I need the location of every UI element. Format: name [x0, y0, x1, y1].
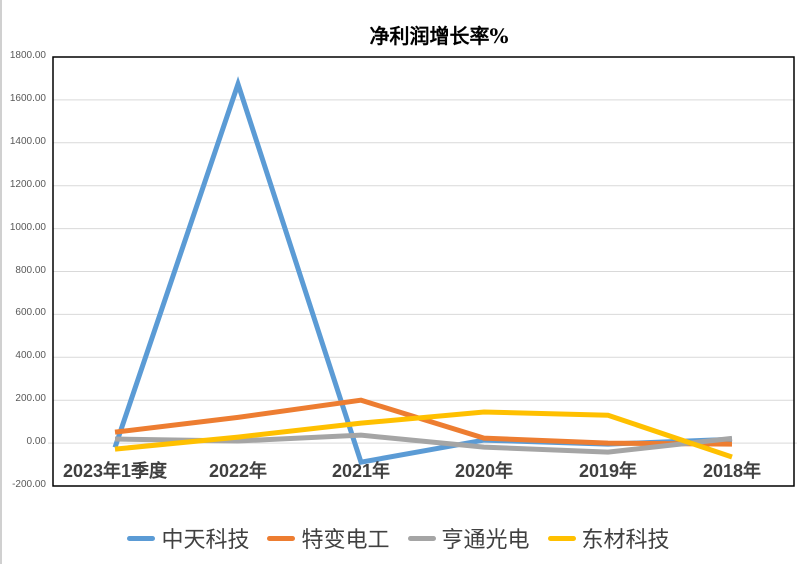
y-tick-label: 1400.00 — [9, 135, 46, 147]
y-tick-label: 400.00 — [15, 350, 46, 362]
legend-item: 东材科技 — [547, 522, 670, 554]
legend-label: 东材科技 — [581, 527, 670, 552]
y-tick-label: -200.00 — [12, 479, 46, 490]
series-line-3 — [114, 409, 733, 460]
legend-item: 亨通光电 — [407, 522, 530, 554]
legend-line-icon — [547, 535, 576, 541]
legend-item: 中天科技 — [127, 522, 249, 554]
legend-line-icon — [127, 535, 156, 541]
x-tick-label: 2021年 — [331, 461, 391, 481]
y-tick-label: 1000.00 — [9, 221, 46, 233]
y-tick-label: 1600.00 — [9, 92, 46, 104]
legend-line-icon — [267, 535, 296, 541]
x-tick-label: 2019年 — [578, 461, 638, 481]
legend-label: 特变电工 — [301, 527, 390, 552]
chart-title: 净利润增长率% — [369, 24, 509, 48]
x-tick-label: 2020年 — [454, 461, 514, 481]
y-tick-label: 1200.00 — [9, 178, 46, 190]
x-tick-label: 2018年 — [702, 461, 762, 481]
legend-item: 特变电工 — [267, 522, 390, 554]
y-tick-label: 0.00 — [26, 436, 46, 448]
series-line-0 — [112, 76, 733, 466]
y-tick-label: 600.00 — [15, 307, 46, 319]
legend-label: 亨通光电 — [441, 527, 530, 552]
image-left-border — [0, 0, 2, 564]
legend-label: 中天科技 — [161, 527, 250, 552]
y-tick-label: 200.00 — [15, 393, 46, 405]
plot-border — [52, 56, 795, 487]
x-tick-label: 2023年1季度 — [62, 461, 168, 481]
legend: 中天科技 特变电工 亨通光电 东材科技 — [0, 522, 797, 554]
x-tick-label: 2022年 — [208, 461, 268, 481]
legend-line-icon — [407, 535, 436, 541]
y-tick-label: 1800.00 — [9, 50, 46, 61]
y-tick-label: 800.00 — [15, 264, 46, 276]
